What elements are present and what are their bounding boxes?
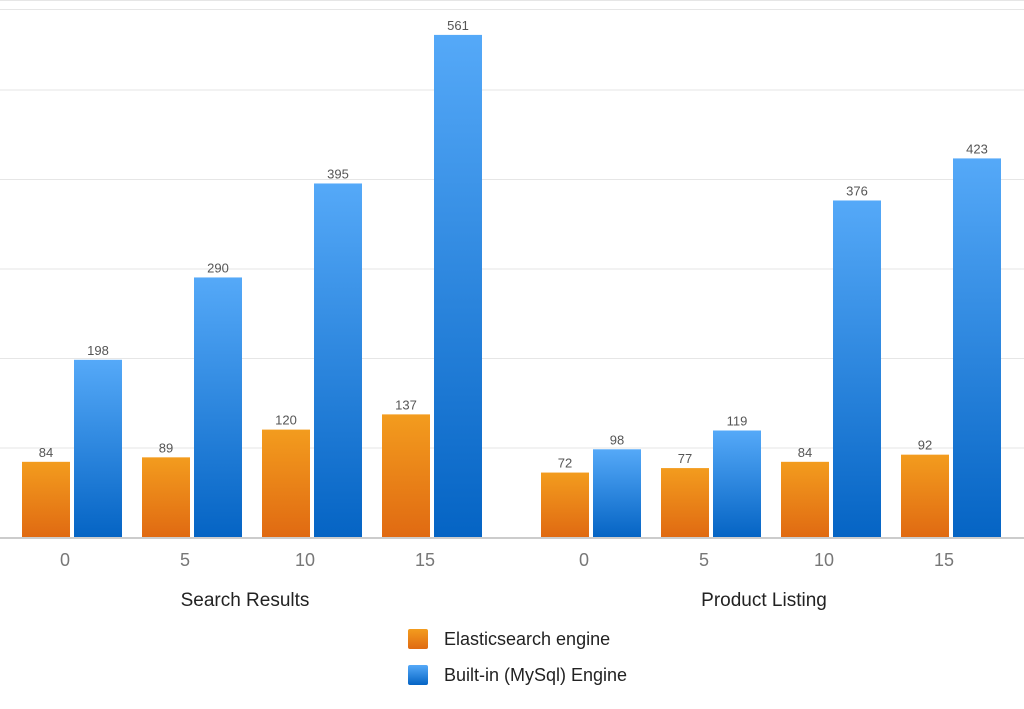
legend-label-elasticsearch: Elasticsearch engine <box>444 628 611 649</box>
bars <box>22 34 1001 538</box>
data-label: 198 <box>87 343 109 358</box>
legend-item-mysql: Built-in (MySql) Engine <box>408 657 627 693</box>
x-tick-label: 10 <box>295 550 315 570</box>
x-tick-label: 5 <box>180 550 190 570</box>
data-label: 290 <box>207 260 229 275</box>
x-tick-label: 15 <box>415 550 435 570</box>
legend-swatch-mysql <box>408 665 428 685</box>
data-label: 92 <box>918 438 932 453</box>
bar-elasticsearch-1-15 <box>901 454 949 537</box>
bar-mysql-0-5 <box>194 277 242 537</box>
legend-swatch-elasticsearch <box>408 629 428 649</box>
bar-mysql-1-10 <box>833 200 881 538</box>
data-label: 89 <box>159 440 173 455</box>
data-label: 84 <box>798 445 812 460</box>
x-tick-label: 5 <box>699 550 709 570</box>
bar-elasticsearch-0-15 <box>382 414 430 537</box>
bar-mysql-1-0 <box>593 449 641 537</box>
legend-item-elasticsearch: Elasticsearch engine <box>408 621 627 657</box>
bar-mysql-1-15 <box>953 158 1001 538</box>
data-label: 119 <box>727 413 748 428</box>
x-tick-label: 10 <box>814 550 834 570</box>
x-tick-label: 15 <box>934 550 954 570</box>
data-label: 72 <box>558 456 572 471</box>
group-label: Product Listing <box>701 590 827 611</box>
gridlines <box>0 0 1024 539</box>
data-label: 561 <box>447 18 469 33</box>
bar-elasticsearch-1-10 <box>781 461 829 537</box>
data-label: 120 <box>275 413 297 428</box>
bar-mysql-1-5 <box>713 430 761 537</box>
bar-elasticsearch-1-5 <box>661 468 709 537</box>
data-label: 77 <box>678 451 692 466</box>
data-label: 423 <box>966 141 988 156</box>
bar-elasticsearch-0-10 <box>262 429 310 537</box>
x-tick-label: 0 <box>579 550 589 570</box>
bar-elasticsearch-0-5 <box>142 457 190 537</box>
bar-elasticsearch-0-0 <box>22 461 70 537</box>
legend-label-mysql: Built-in (MySql) Engine <box>444 664 628 685</box>
bar-elasticsearch-1-0 <box>541 472 589 537</box>
data-label: 137 <box>395 397 417 412</box>
data-label: 84 <box>39 445 53 460</box>
data-label: 376 <box>846 183 868 198</box>
bar-mysql-0-15 <box>434 34 482 537</box>
data-label: 395 <box>327 166 349 181</box>
data-label: 98 <box>610 432 624 447</box>
labels: 84 198 0 89 290 5 120 395 10 137 561 15 Search Resul… <box>39 18 988 611</box>
bar-mysql-0-10 <box>314 183 362 537</box>
legend: Elasticsearch engine Built-in (MySql) En… <box>408 621 627 693</box>
bar-mysql-0-0 <box>74 359 122 537</box>
group-label: Search Results <box>181 590 310 611</box>
x-tick-label: 0 <box>60 550 70 570</box>
